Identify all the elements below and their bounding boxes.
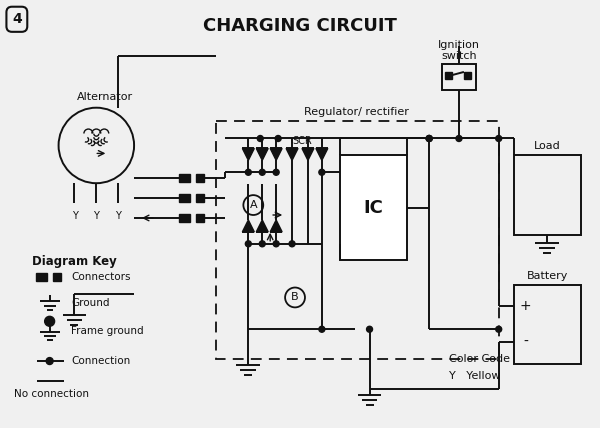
Circle shape bbox=[273, 241, 279, 247]
Bar bbox=[215, 121, 499, 359]
Bar bbox=[514, 285, 581, 364]
Bar bbox=[340, 155, 407, 260]
Circle shape bbox=[245, 169, 251, 175]
Bar bbox=[196, 214, 203, 222]
Circle shape bbox=[273, 169, 279, 175]
Circle shape bbox=[456, 136, 462, 142]
Text: CHARGING CIRCUIT: CHARGING CIRCUIT bbox=[203, 17, 397, 35]
Text: Connection: Connection bbox=[71, 356, 131, 366]
Text: No connection: No connection bbox=[14, 389, 89, 399]
Bar bbox=[179, 214, 190, 222]
Bar bbox=[179, 194, 190, 202]
Text: IC: IC bbox=[364, 199, 383, 217]
Text: A: A bbox=[250, 200, 257, 210]
Text: Load: Load bbox=[534, 141, 561, 152]
Circle shape bbox=[367, 326, 373, 332]
Circle shape bbox=[259, 169, 265, 175]
Polygon shape bbox=[286, 149, 298, 160]
Text: Alternator: Alternator bbox=[76, 92, 133, 102]
Circle shape bbox=[259, 241, 265, 247]
Polygon shape bbox=[242, 220, 254, 232]
Text: Frame ground: Frame ground bbox=[71, 326, 144, 336]
Circle shape bbox=[319, 169, 325, 175]
Bar bbox=[442, 64, 476, 90]
Text: Y: Y bbox=[71, 211, 77, 221]
Text: Color Code: Color Code bbox=[449, 354, 510, 364]
Text: Ignition: Ignition bbox=[438, 40, 480, 50]
Circle shape bbox=[426, 136, 432, 142]
Text: Y   Yellow: Y Yellow bbox=[449, 371, 500, 381]
Bar bbox=[196, 174, 203, 182]
Circle shape bbox=[426, 136, 432, 142]
Circle shape bbox=[245, 241, 251, 247]
Circle shape bbox=[496, 326, 502, 332]
Circle shape bbox=[275, 136, 281, 142]
Text: 4: 4 bbox=[12, 12, 22, 26]
Bar bbox=[514, 155, 581, 235]
Polygon shape bbox=[256, 149, 268, 160]
Polygon shape bbox=[270, 220, 282, 232]
Text: SCR: SCR bbox=[292, 137, 312, 146]
Circle shape bbox=[46, 357, 53, 365]
Text: Ground: Ground bbox=[71, 298, 110, 309]
Bar bbox=[179, 174, 190, 182]
Text: Regulator/ rectifier: Regulator/ rectifier bbox=[304, 107, 409, 117]
Bar bbox=[196, 194, 203, 202]
Text: B: B bbox=[291, 292, 299, 303]
Circle shape bbox=[426, 136, 432, 142]
Polygon shape bbox=[302, 149, 314, 160]
Polygon shape bbox=[256, 220, 268, 232]
Text: Connectors: Connectors bbox=[71, 272, 131, 282]
Bar bbox=[53, 273, 61, 281]
Circle shape bbox=[289, 241, 295, 247]
Bar bbox=[464, 72, 471, 79]
Text: Y: Y bbox=[94, 211, 99, 221]
Polygon shape bbox=[242, 149, 254, 160]
Polygon shape bbox=[316, 149, 328, 160]
Text: Battery: Battery bbox=[527, 270, 568, 281]
Bar bbox=[36, 273, 47, 281]
Circle shape bbox=[257, 136, 263, 142]
Circle shape bbox=[44, 316, 55, 326]
Polygon shape bbox=[270, 149, 282, 160]
Text: switch: switch bbox=[441, 51, 477, 61]
Circle shape bbox=[496, 136, 502, 142]
Text: -: - bbox=[523, 335, 528, 349]
Bar bbox=[445, 72, 452, 79]
Text: Y: Y bbox=[115, 211, 121, 221]
Text: +: + bbox=[520, 300, 532, 313]
Text: Diagram Key: Diagram Key bbox=[32, 255, 116, 268]
Circle shape bbox=[319, 326, 325, 332]
